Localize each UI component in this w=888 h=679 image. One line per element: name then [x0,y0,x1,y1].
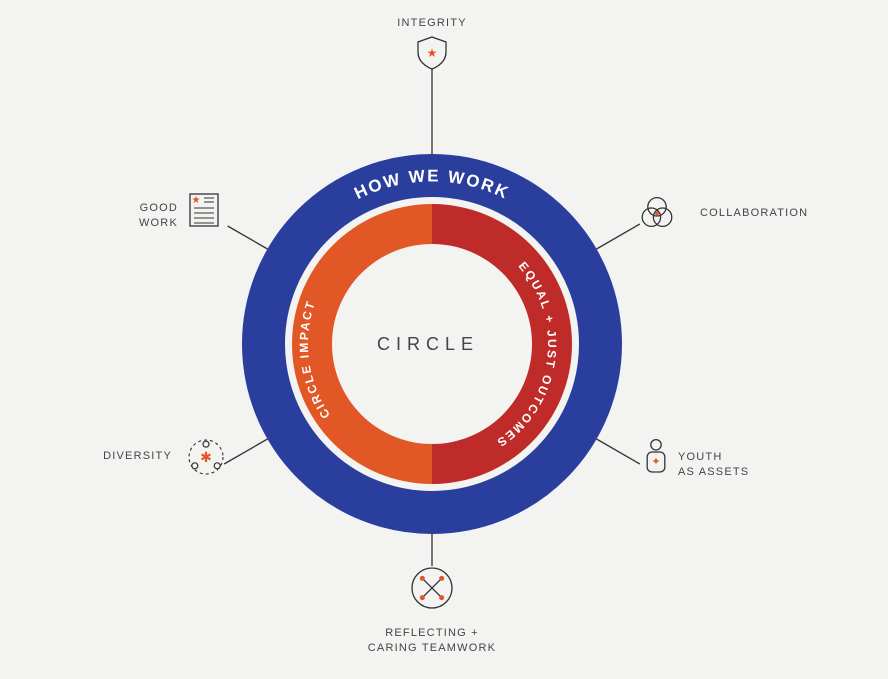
svg-text:★: ★ [427,46,438,60]
svg-text:✱: ✱ [200,449,212,465]
spoke-line-diversity [224,439,267,464]
spoke-line-youth [597,439,640,464]
person-icon: ✦ [636,436,676,476]
svg-text:✦: ✦ [651,456,660,468]
document-icon: ★ [184,190,224,230]
shield-icon: ★ [412,33,452,73]
label-diversity: DIVERSITY [32,449,172,464]
cross-circle-icon [410,566,454,610]
svg-text:★: ★ [192,195,201,206]
label-youth: YOUTH AS ASSETS [678,450,749,480]
spoke-line-collaboration [597,224,640,249]
center-label: CIRCLE [377,334,479,355]
label-goodwork: GOOD WORK [38,201,178,231]
label-integrity: INTEGRITY [352,16,512,31]
venn-icon [637,194,677,234]
diagram-canvas: { "canvas": { "width": 888, "height": 67… [0,0,888,679]
tri-dots-icon: ✱ [186,437,226,477]
label-reflecting: REFLECTING + CARING TEAMWORK [352,626,512,656]
spoke-line-goodwork [228,226,268,249]
label-collaboration: COLLABORATION [700,206,808,221]
